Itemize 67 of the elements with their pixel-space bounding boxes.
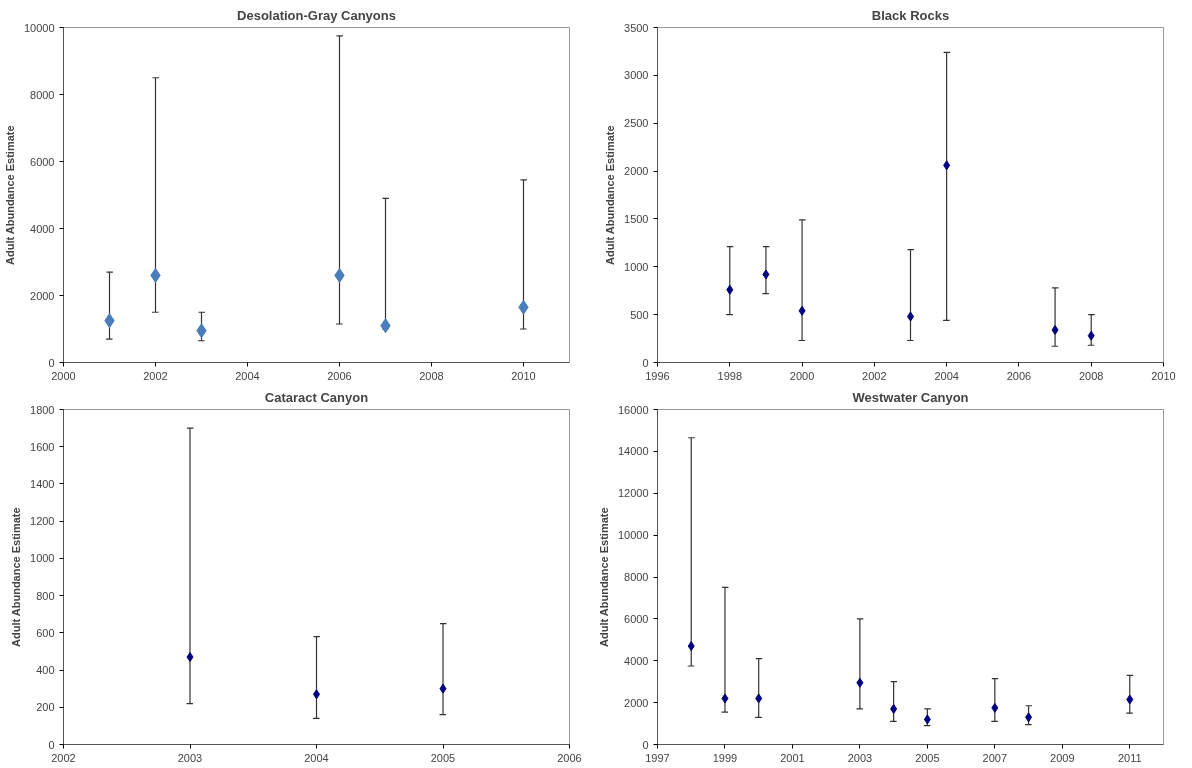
y-tick-label: 4000	[624, 654, 649, 667]
y-tick-label: 2000	[30, 289, 55, 302]
y-tick-label: 1000	[624, 260, 649, 273]
y-tick-label: 6000	[624, 612, 649, 625]
x-tick-label: 2003	[847, 751, 873, 764]
x-tick-label: 2006	[1006, 369, 1032, 382]
y-axis-title: Adult Abundance Estimate	[10, 507, 23, 647]
y-tick-label: 16000	[617, 403, 649, 416]
x-tick-label: 1996	[645, 369, 670, 382]
x-tick-label: 2008	[419, 369, 444, 382]
y-tick-label: 800	[36, 589, 55, 602]
x-tick-label: 2004	[304, 751, 329, 764]
y-tick-label: 8000	[624, 571, 649, 583]
x-tick-label: 2006	[557, 751, 582, 764]
y-tick-label: 1800	[30, 403, 55, 416]
y-tick-label: 1400	[30, 477, 55, 490]
y-tick-label: 0	[642, 356, 649, 369]
x-tick-label: 2002	[51, 751, 76, 764]
y-tick-label: 4000	[30, 222, 55, 235]
y-axis-title: Adult Abundance Estimate	[597, 507, 610, 647]
chart-title: Cataract Canyon	[264, 389, 369, 405]
y-tick-label: 12000	[617, 487, 649, 500]
x-tick-label: 2003	[177, 751, 203, 764]
x-tick-label: 2004	[235, 369, 260, 382]
x-tick-label: 2008	[1078, 369, 1104, 382]
y-tick-label: 2000	[624, 165, 649, 178]
y-axis-title: Adult Abundance Estimate	[604, 125, 617, 265]
y-tick-label: 8000	[30, 88, 55, 101]
chart-title: Black Rocks	[871, 7, 950, 23]
x-tick-label: 2002	[862, 369, 887, 382]
x-tick-label: 2009	[1050, 751, 1075, 764]
y-tick-label: 0	[48, 356, 55, 369]
x-tick-label: 2010	[1151, 369, 1176, 382]
y-tick-label: 2000	[624, 696, 649, 709]
x-tick-label: 2000	[789, 369, 815, 382]
x-tick-label: 2007	[982, 751, 1008, 764]
x-tick-label: 2001	[780, 751, 805, 764]
y-tick-label: 14000	[617, 445, 649, 458]
y-tick-label: 1000	[30, 552, 55, 565]
y-tick-label: 400	[36, 664, 55, 677]
y-tick-label: 1500	[624, 212, 649, 225]
x-tick-label: 2005	[915, 751, 940, 764]
y-tick-label: 0	[48, 738, 55, 751]
y-tick-label: 200	[36, 701, 55, 714]
y-tick-label: 2500	[624, 117, 649, 130]
y-tick-label: 10000	[23, 21, 55, 34]
y-tick-label: 3000	[624, 69, 649, 82]
y-tick-label: 1200	[30, 515, 55, 528]
x-tick-label: 2006	[327, 369, 352, 382]
y-tick-label: 1600	[30, 440, 55, 453]
y-axis-title: Adult Abundance Estimate	[3, 125, 16, 265]
x-tick-label: 2004	[934, 369, 959, 382]
y-tick-label: 10000	[617, 529, 649, 542]
x-tick-label: 1997	[645, 751, 670, 764]
y-tick-label: 3500	[624, 21, 649, 34]
chart-title: Westwater Canyon	[852, 389, 969, 405]
chart-title: Desolation-Gray Canyons	[237, 7, 396, 23]
x-tick-label: 1999	[712, 751, 738, 764]
x-tick-label: 1998	[717, 369, 743, 382]
x-tick-label: 2002	[143, 369, 168, 382]
x-tick-label: 2005	[430, 751, 456, 764]
y-tick-label: 0	[642, 738, 649, 751]
y-tick-label: 6000	[30, 155, 55, 168]
x-tick-label: 2011	[1117, 751, 1142, 764]
y-tick-label: 600	[36, 626, 55, 639]
y-tick-label: 500	[630, 308, 649, 321]
x-tick-label: 2010	[511, 369, 536, 382]
